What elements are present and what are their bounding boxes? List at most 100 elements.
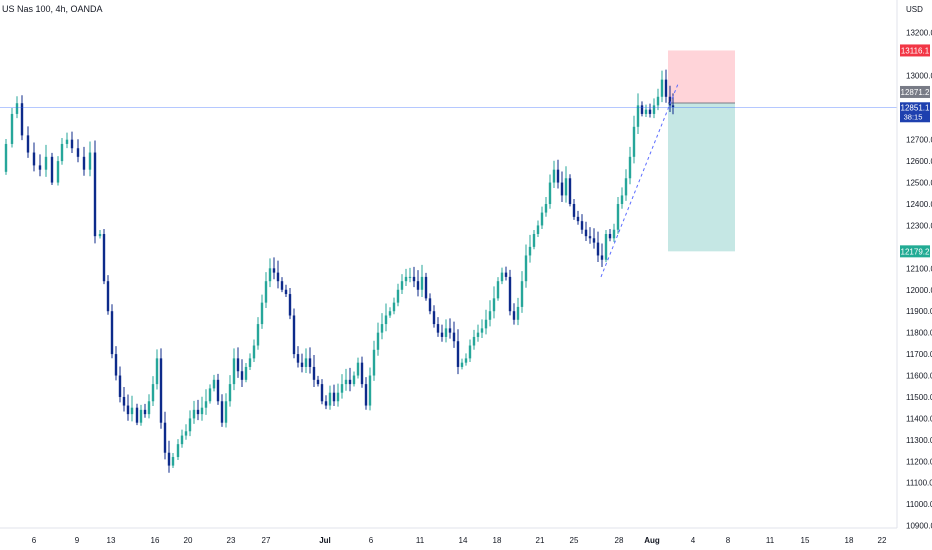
- candle: [320, 379, 324, 405]
- candle: [93, 140, 97, 244]
- candle: [472, 329, 476, 350]
- candle: [584, 221, 588, 241]
- x-tick-label: 18: [845, 536, 854, 545]
- x-tick-label: 28: [615, 536, 624, 545]
- y-tick-label: 12700.0: [906, 136, 932, 145]
- x-tick-label: 6: [369, 536, 374, 545]
- candle: [159, 348, 163, 429]
- x-tick-label: 21: [536, 536, 545, 545]
- candle: [392, 297, 396, 315]
- candle: [384, 303, 388, 332]
- candle: [268, 258, 272, 288]
- trend-line[interactable]: [600, 83, 679, 278]
- candle: [424, 272, 428, 301]
- candle: [122, 386, 126, 412]
- candle: [10, 107, 14, 148]
- candle: [248, 353, 252, 370]
- candle: [26, 126, 30, 158]
- take-profit-zone[interactable]: [668, 102, 735, 252]
- candle: [356, 357, 360, 379]
- candle: [528, 234, 532, 263]
- candle: [220, 394, 224, 427]
- candle: [452, 321, 456, 348]
- x-tick-label: 11: [766, 536, 775, 545]
- x-tick-label: 4: [691, 536, 696, 545]
- candle: [632, 115, 636, 164]
- candle: [114, 346, 118, 381]
- candle: [44, 144, 48, 177]
- y-tick-label: 10900.0: [906, 522, 932, 531]
- candle: [604, 230, 608, 263]
- candle: [460, 358, 464, 370]
- y-tick-label: 11100.0: [906, 479, 932, 488]
- candle: [656, 88, 660, 111]
- svg-text:13116.1: 13116.1: [901, 46, 930, 55]
- candle: [82, 146, 86, 176]
- candle: [76, 139, 80, 163]
- candle: [636, 93, 640, 135]
- candle: [70, 131, 74, 154]
- candle: [600, 243, 604, 267]
- x-tick-label: 14: [459, 536, 468, 545]
- candle: [532, 230, 536, 250]
- candle: [536, 220, 540, 238]
- candle: [592, 228, 596, 249]
- candle: [276, 260, 280, 289]
- x-tick-label: 11: [416, 536, 425, 545]
- candle: [352, 371, 356, 387]
- candle: [404, 268, 408, 286]
- candle: [620, 187, 624, 209]
- y-tick-label: 11300.0: [906, 436, 932, 445]
- currency-label: USD: [906, 5, 923, 14]
- candle: [155, 349, 159, 390]
- candle: [516, 297, 520, 326]
- candle: [408, 267, 412, 283]
- candle: [167, 440, 171, 473]
- candle: [412, 266, 416, 288]
- candle: [540, 206, 544, 230]
- candle: [476, 324, 480, 342]
- candle: [244, 362, 248, 383]
- candle: [288, 288, 292, 320]
- candle: [236, 347, 240, 378]
- candle: [300, 353, 304, 373]
- candle: [328, 385, 332, 410]
- candle: [568, 174, 572, 207]
- candle: [400, 274, 404, 294]
- last-price-label: 12851.138:15: [900, 102, 930, 123]
- candle: [552, 160, 556, 188]
- candle: [240, 359, 244, 388]
- candle: [212, 374, 216, 392]
- candle: [440, 324, 444, 342]
- y-tick-label: 13000.0: [906, 71, 932, 80]
- candle: [576, 210, 580, 225]
- stop-loss-zone[interactable]: [668, 50, 735, 103]
- candle: [176, 439, 180, 461]
- candle: [664, 69, 668, 103]
- candle: [272, 257, 276, 280]
- candle: [316, 375, 320, 387]
- candle: [98, 230, 102, 239]
- candle: [256, 317, 260, 350]
- y-tick-label: 13200.0: [906, 28, 932, 37]
- candle: [436, 317, 440, 337]
- candle: [388, 307, 392, 318]
- x-tick-label: 8: [726, 536, 731, 545]
- y-tick-label: 12500.0: [906, 179, 932, 188]
- x-tick-label: Aug: [644, 536, 660, 545]
- candle: [428, 293, 432, 315]
- candle: [644, 104, 648, 117]
- candle: [163, 411, 167, 460]
- y-tick-label: 11400.0: [906, 414, 932, 423]
- candle: [126, 394, 130, 421]
- y-tick-label: 11500.0: [906, 393, 932, 402]
- x-tick-label: 6: [32, 536, 37, 545]
- candle: [596, 231, 600, 263]
- candle: [228, 375, 232, 407]
- candle: [652, 98, 656, 119]
- candle: [60, 137, 64, 165]
- candle: [448, 318, 452, 339]
- candle: [372, 340, 376, 381]
- x-tick-label: 16: [151, 536, 160, 545]
